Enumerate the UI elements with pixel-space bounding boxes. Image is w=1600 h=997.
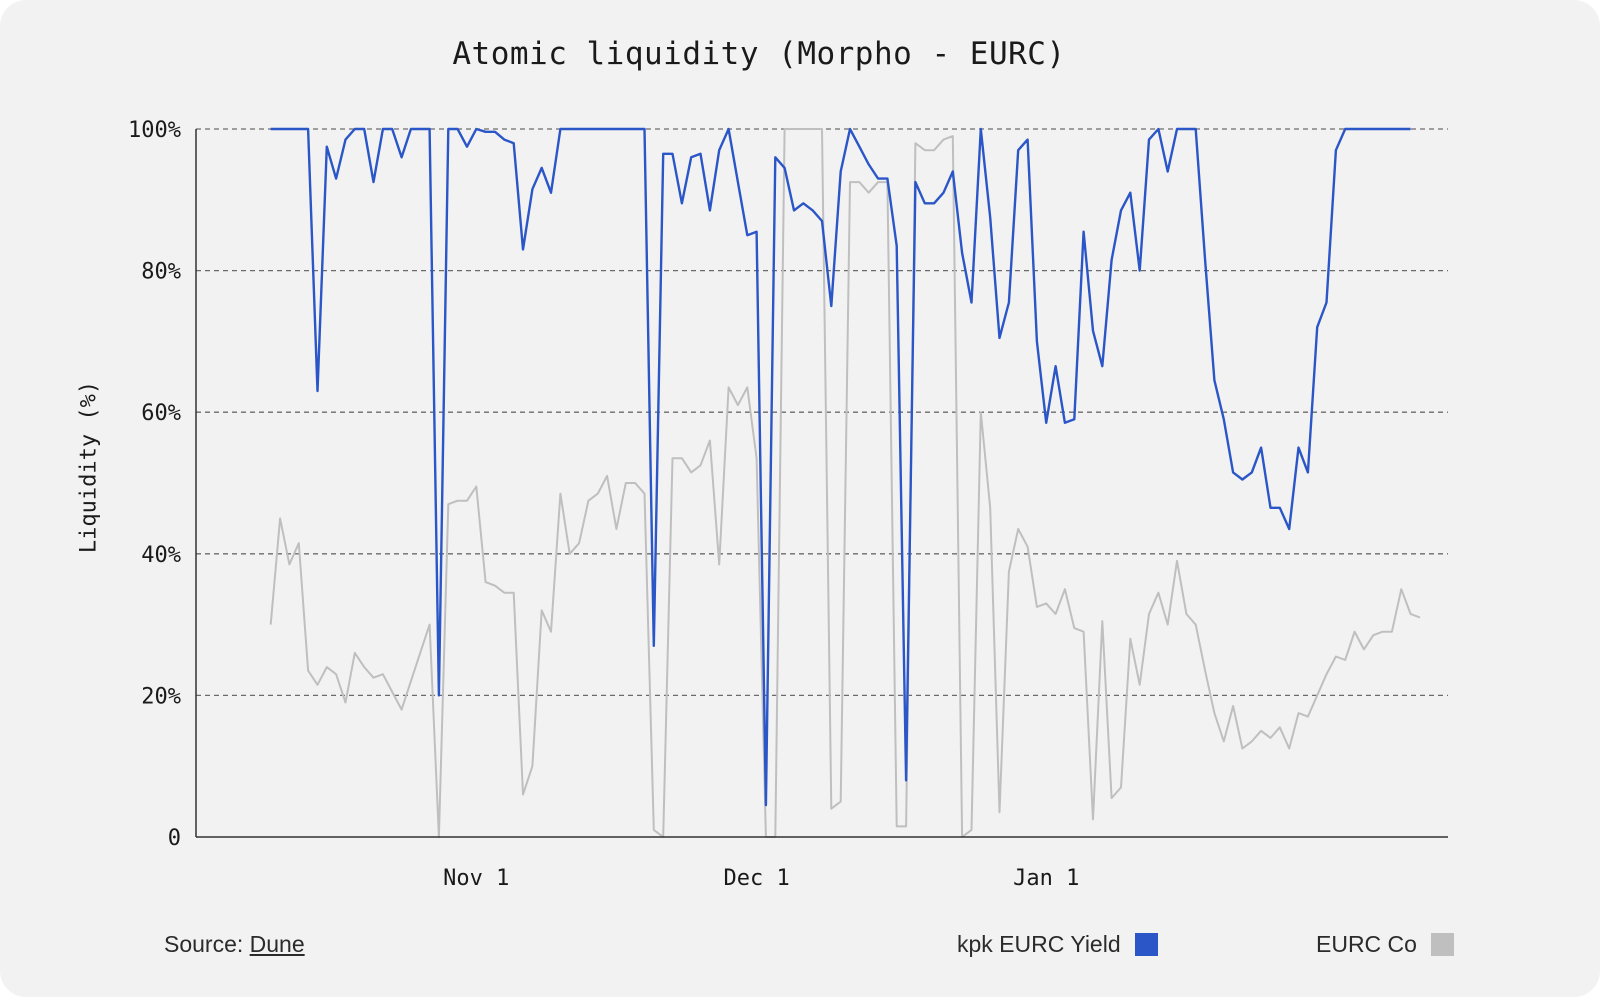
series-line-kpk-eurc-yield	[270, 127, 1411, 807]
source-link[interactable]: Dune	[249, 931, 305, 957]
y-tick-labels: 0 20% 40% 60% 80% 100%	[128, 118, 181, 851]
legend-item-kpk-eurc-yield: kpk EURC Yield	[957, 931, 1158, 958]
grid-lines	[196, 128, 1448, 697]
legend-swatch	[1430, 933, 1454, 956]
x-tick-label: Nov 1	[443, 866, 509, 891]
y-tick-label: 60%	[141, 401, 181, 426]
series-line-eurc-co	[269, 128, 1421, 838]
legend-item-eurc-co: EURC Co	[1316, 931, 1454, 958]
source-note: Source: Dune	[164, 931, 305, 958]
y-axis-label: Liquidity (%)	[76, 380, 102, 554]
series-lines	[269, 127, 1421, 838]
x-tick-label: Dec 1	[723, 866, 789, 891]
legend-swatch	[1134, 933, 1158, 956]
y-tick-label: 100%	[128, 118, 181, 143]
x-tick-labels: Nov 1 Dec 1 Jan 1	[443, 866, 1079, 891]
y-tick-label: 40%	[141, 543, 181, 568]
legend-label: EURC Co	[1316, 931, 1417, 957]
legend-label: kpk EURC Yield	[957, 931, 1121, 957]
y-tick-label: 0	[168, 826, 181, 851]
source-label: Source:	[164, 931, 244, 957]
y-tick-label: 20%	[141, 684, 181, 709]
chart-title: Atomic liquidity (Morpho - EURC)	[452, 36, 1066, 72]
x-tick-label: Jan 1	[1013, 866, 1079, 891]
y-tick-label: 80%	[141, 260, 181, 285]
